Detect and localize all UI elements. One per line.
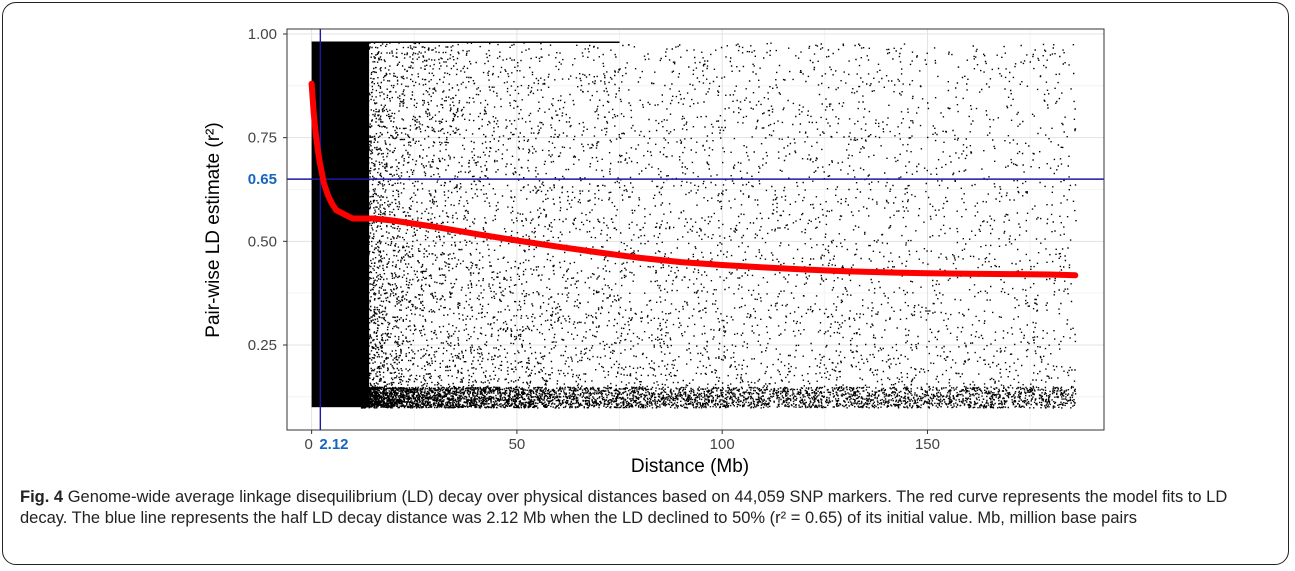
ld-decay-fit-curve — [308, 80, 1079, 279]
caption-text: Genome-wide average linkage disequilibri… — [20, 488, 1228, 527]
fit-curve-layer — [308, 80, 1079, 279]
reference-lines — [287, 29, 1104, 430]
x-tick-label: 50 — [509, 436, 526, 453]
plot-panel-border — [286, 28, 1105, 431]
y-axis-title: Pair-wise LD estimate (r²) — [203, 122, 224, 337]
x-axis-title: Distance (Mb) — [631, 456, 749, 477]
x-tick-label: 150 — [915, 436, 940, 453]
axis-ticks: 0 50 100 150 0.25 0.50 0.75 1.00 — [248, 26, 940, 453]
y-axis-title-text: Pair-wise LD estimate (r²) — [203, 122, 224, 337]
vertical-line-value-label: 2.12 — [319, 436, 348, 453]
y-tick-label: 0.50 — [248, 233, 277, 250]
y-tick-label: 0.75 — [248, 130, 277, 147]
scatter-point-cloud — [360, 42, 1077, 409]
figure-caption: Fig. 4 Genome-wide average linkage diseq… — [20, 487, 1275, 529]
scatter-dense-region — [311, 42, 370, 408]
horizontal-line-value-label: 0.65 — [248, 171, 277, 188]
highlight-labels: 2.12 0.65 — [248, 171, 349, 453]
y-tick-label: 1.00 — [248, 26, 277, 43]
x-tick-label: 100 — [710, 436, 735, 453]
caption-fig-label: Fig. 4 — [20, 488, 64, 506]
y-tick-label: 0.25 — [248, 337, 277, 354]
ld-decay-chart: 0 50 100 150 0.25 0.50 0.75 1.00 2.12 0.65 Dista… — [203, 26, 1105, 477]
scatter-points — [311, 41, 1077, 409]
x-tick-label: 0 — [304, 436, 312, 453]
figure-frame — [2, 2, 1289, 565]
